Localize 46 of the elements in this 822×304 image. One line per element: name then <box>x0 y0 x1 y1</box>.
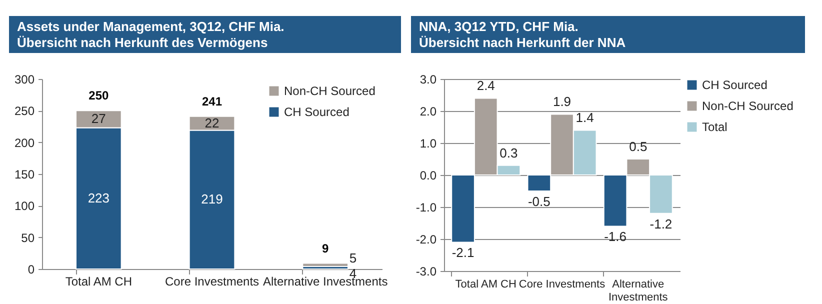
x-tick-label: Core Investments <box>164 274 260 288</box>
y-tick-label: -3.0 <box>416 264 437 278</box>
legend-label: CH Sourced <box>284 105 350 119</box>
x-tick-label: Total AM CH <box>65 274 132 288</box>
legend-label: Total <box>702 120 728 134</box>
y-tick-label: 50 <box>21 230 35 245</box>
data-label: 27 <box>91 111 106 126</box>
chart-subtitle: Übersicht nach Herkunft des Vermögens <box>17 35 268 50</box>
bar <box>302 262 348 267</box>
y-tick-label: 3.0 <box>420 72 437 86</box>
legend-label: CH Sourced <box>702 78 768 92</box>
total-label: 9 <box>322 241 329 256</box>
y-tick-label: 150 <box>14 168 35 182</box>
chart-title: Assets under Management, 3Q12, CHF Mia. <box>17 19 284 34</box>
y-tick-label: 100 <box>14 199 35 214</box>
y-tick-label: 1.0 <box>420 136 437 150</box>
legend-label: Non-CH Sourced <box>702 99 794 113</box>
y-tick-label: 250 <box>14 104 35 118</box>
chart-subtitle: Übersicht nach Herkunft der NNA <box>419 35 626 50</box>
chart-title: NNA, 3Q12 YTD, CHF Mia. <box>419 19 578 34</box>
data-label: 22 <box>204 115 220 130</box>
y-tick-label: 0 <box>28 262 35 276</box>
data-label: -0.5 <box>528 194 550 209</box>
total-label: 241 <box>202 94 222 108</box>
data-label: 0.5 <box>629 139 648 154</box>
y-tick-label: 300 <box>14 72 35 86</box>
data-label: 2.4 <box>476 78 495 94</box>
legend-label: Non-CH Sourced <box>284 84 376 98</box>
x-tick-label: Total AM CH <box>455 278 516 290</box>
data-label: 0.3 <box>500 145 518 160</box>
total-label: 250 <box>88 88 109 103</box>
data-label: 1.9 <box>552 94 572 110</box>
data-label: 5 <box>349 250 357 266</box>
data-label: 1.4 <box>576 110 594 126</box>
y-tick-label: -2.0 <box>416 232 437 246</box>
data-label: -2.1 <box>452 245 474 260</box>
x-tick-label: Core Investments <box>518 278 606 290</box>
y-tick-label: 0.0 <box>420 168 437 182</box>
y-tick-label: -1.0 <box>416 200 437 214</box>
data-label: -1.6 <box>604 229 626 244</box>
y-tick-label: 200 <box>14 136 35 150</box>
data-label: 223 <box>88 190 110 206</box>
data-label: 219 <box>201 192 223 207</box>
x-tick-label: Alternative Investments <box>608 278 668 304</box>
y-tick-label: 2.0 <box>420 104 437 118</box>
data-label: -1.2 <box>650 216 672 232</box>
